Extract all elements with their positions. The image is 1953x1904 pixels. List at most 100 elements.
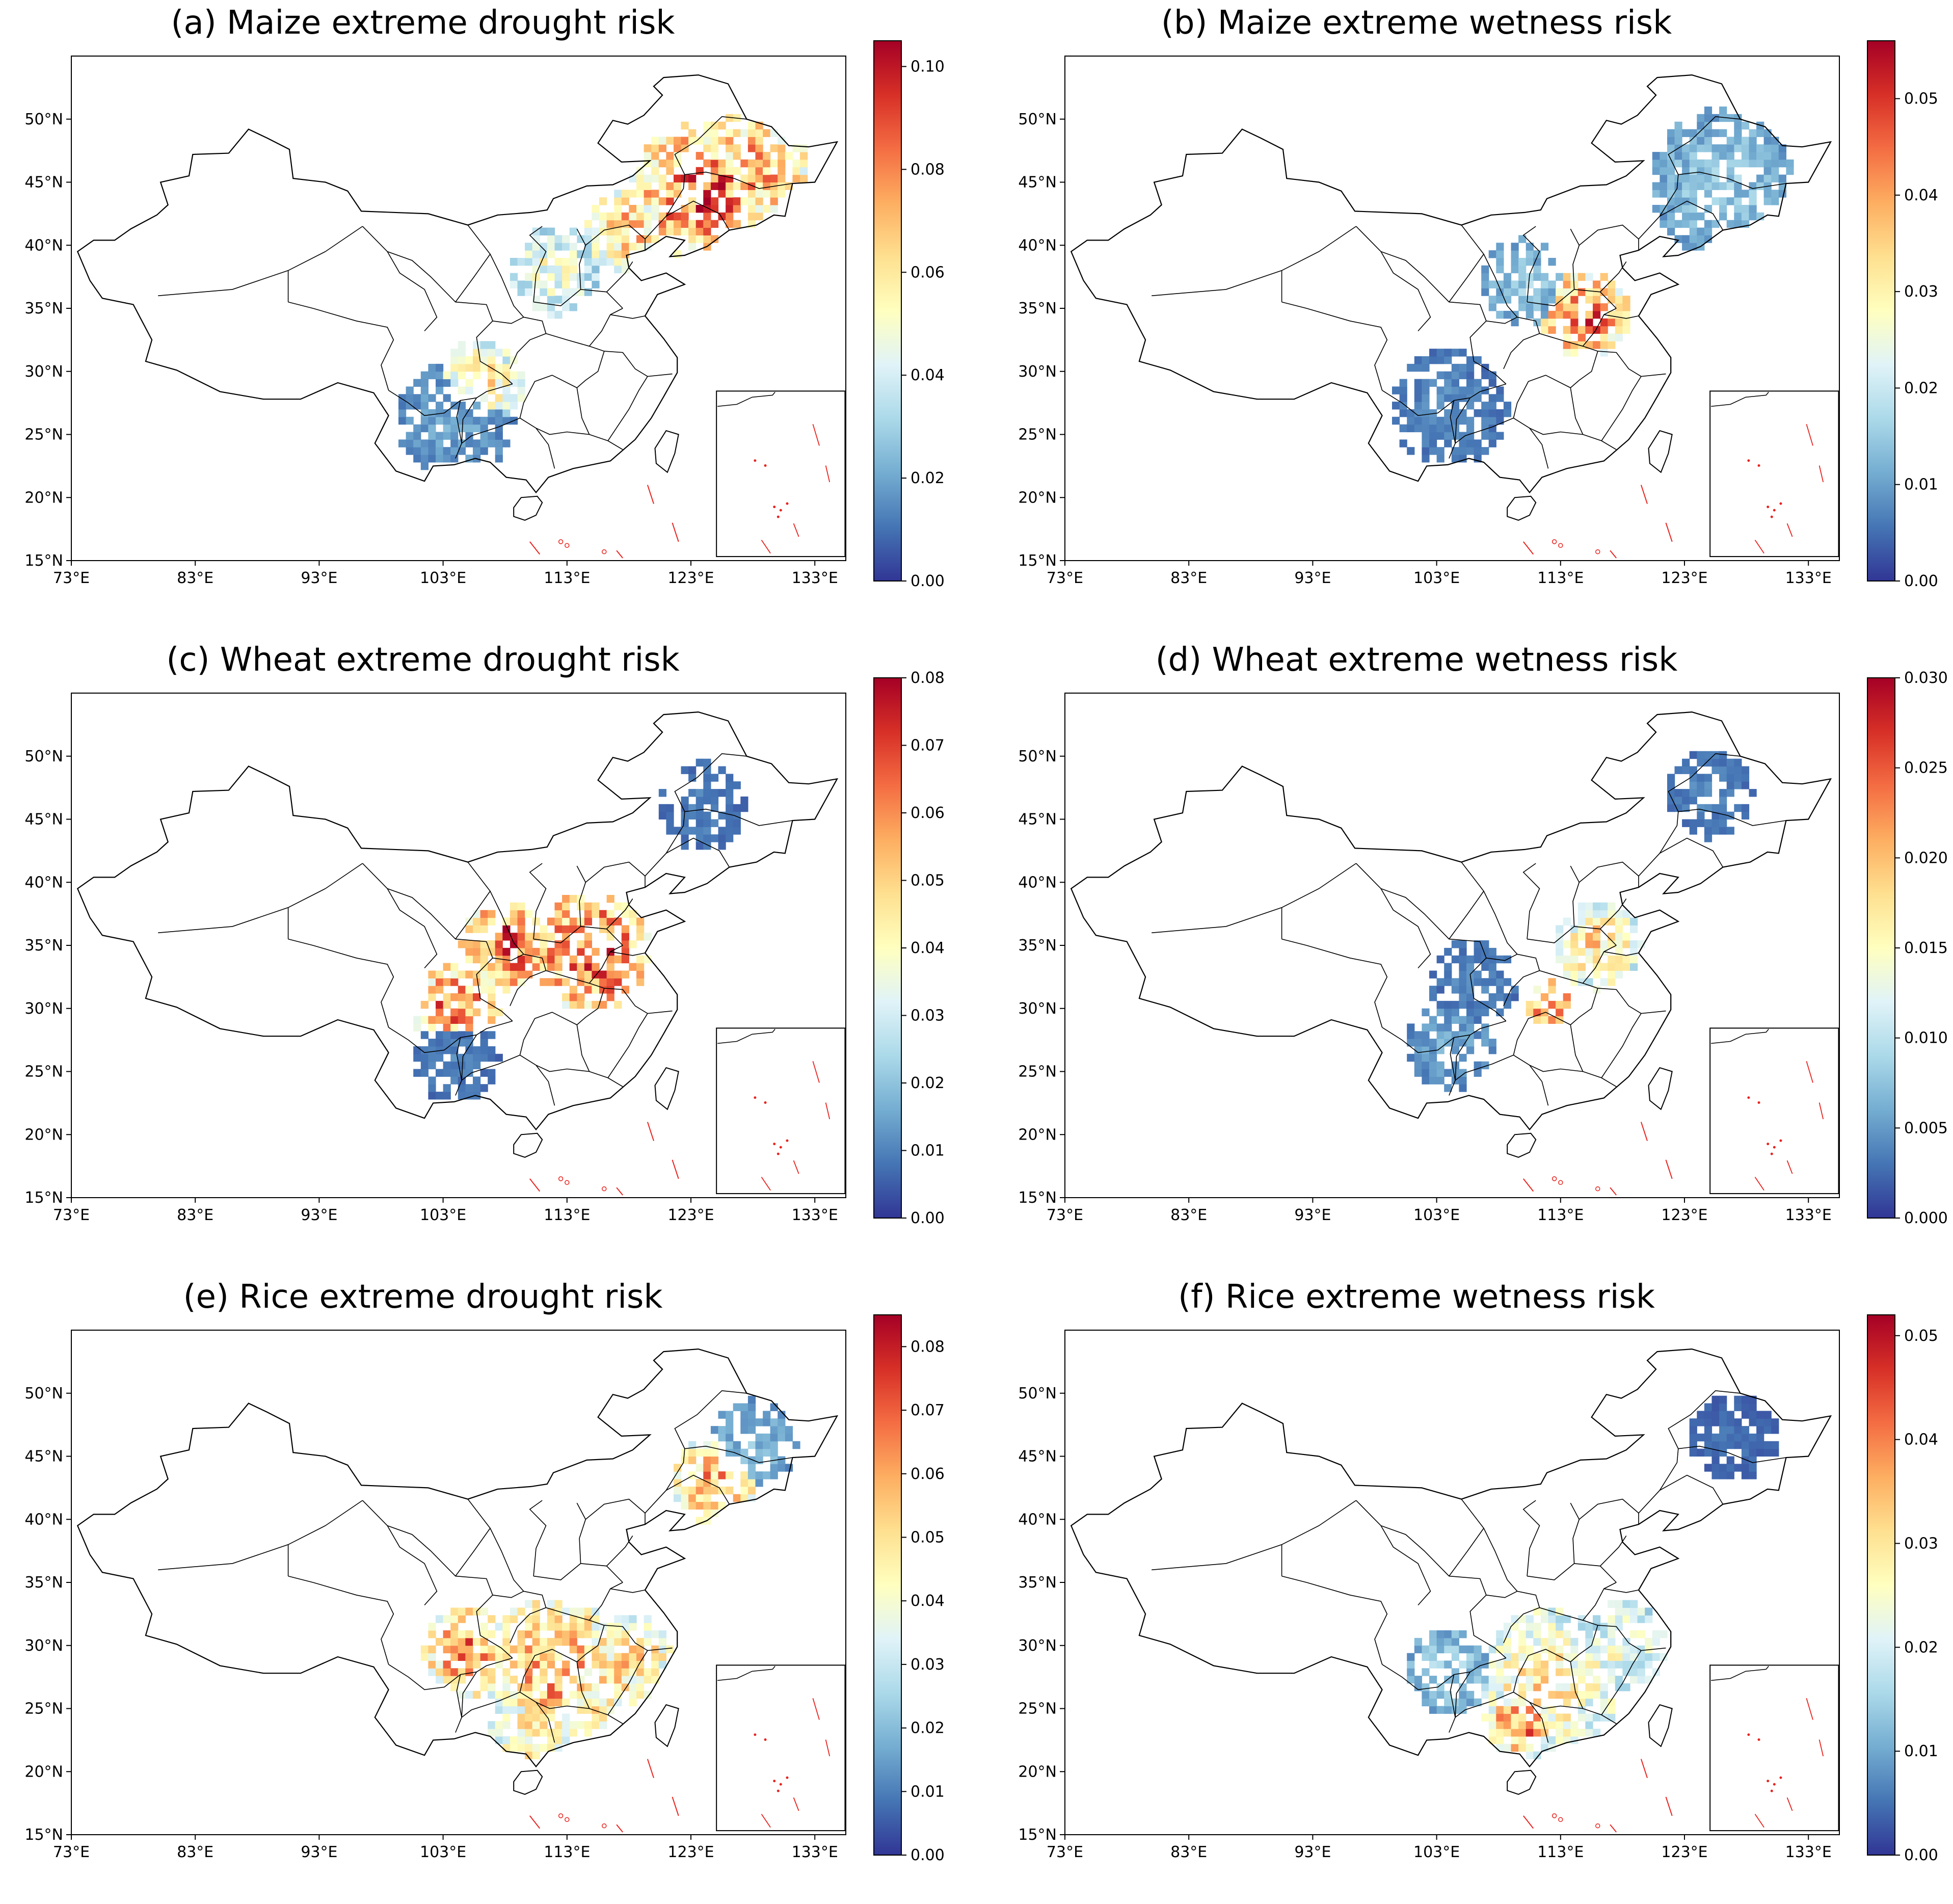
risk-cell [636,167,645,175]
risk-cell [443,1668,451,1676]
risk-cell [488,349,496,357]
risk-cell [1518,273,1527,281]
risk-cell [644,1630,652,1638]
risk-cell [488,1676,496,1684]
risk-cell [1593,1637,1601,1646]
risk-cell [718,121,726,130]
x-tick-label: 133°E [792,1206,838,1224]
risk-cell [1719,1441,1727,1449]
risk-cell [488,341,496,349]
risk-cell [1563,310,1571,319]
risk-cell [1734,197,1742,205]
china-outline [76,1348,839,1768]
risk-cell [703,1456,711,1464]
risk-cell [465,1653,473,1661]
risk-cell [755,144,763,152]
y-tick-label: 25°N [1018,1700,1057,1718]
risk-cell [510,1706,518,1714]
y-tick-label: 15°N [24,1189,63,1207]
risk-cell [1570,940,1579,948]
y-tick-label: 40°N [24,1511,63,1528]
risk-cell [1756,1433,1764,1442]
risk-cell [473,356,481,364]
risk-cell [658,227,666,235]
risk-cell [718,766,726,774]
x-tick-label: 123°E [667,569,714,587]
risk-cell [532,1706,540,1714]
risk-cell [450,1061,459,1070]
risk-cell [1526,1676,1534,1684]
risk-cell [718,190,726,198]
risk-cell [1734,1403,1742,1411]
risk-cell [1674,235,1682,243]
risk-cell [592,1713,600,1722]
risk-cell [636,1653,645,1661]
risk-cell [614,258,622,266]
risk-cell [726,137,734,145]
risk-cell [666,197,674,205]
risk-cell [577,947,585,956]
risk-cell [740,1494,748,1502]
risk-cell [1763,174,1772,182]
risk-cell [1689,751,1697,759]
risk-cell [480,955,488,964]
risk-cell [1451,1031,1459,1039]
risk-cell [554,940,563,948]
risk-cell [495,1736,503,1744]
risk-cell [1540,1637,1549,1646]
risk-cell [436,379,444,387]
risk-cell [1726,152,1734,160]
risk-cell [1689,137,1697,145]
risk-cell [1556,1668,1564,1676]
risk-cell [569,1690,577,1699]
risk-cell [636,917,645,925]
risk-cell [562,280,570,288]
risk-cell [1474,386,1482,394]
colorbar-tick-label: 0.02 [911,469,945,487]
risk-cell [674,1471,682,1479]
risk-cell [1704,834,1713,842]
colorbar-tick-label: 0.01 [1904,1742,1938,1760]
risk-cell [621,933,629,941]
risk-cell [1436,1061,1444,1070]
risk-cell [778,152,786,160]
risk-cell [1756,1426,1764,1434]
risk-cell [1451,1653,1459,1661]
x-tick-label: 83°E [1170,1206,1207,1224]
risk-cell [443,1637,451,1646]
risk-cell [674,144,682,152]
risk-cell [532,1615,540,1623]
risk-cell [1563,1630,1571,1638]
risk-cell [398,402,407,410]
risk-cell [1704,1433,1713,1442]
risk-cell [703,121,711,130]
risk-cell [465,416,473,425]
risk-cell [473,947,481,956]
risk-cell [1622,955,1630,964]
risk-cell [525,288,533,296]
risk-cell [428,1660,436,1669]
risk-cell [1481,432,1489,440]
risk-cell [1459,1053,1467,1062]
risk-cell [1711,144,1720,152]
inset-dash [812,1698,820,1720]
inset-dash [761,1177,771,1191]
province-boundary [1522,226,1540,302]
risk-cell [1615,1676,1623,1684]
risk-cell [465,1069,473,1077]
risk-cell [651,159,659,168]
risk-cell [1533,1653,1541,1661]
risk-cell [747,1441,756,1449]
risk-cell [1741,144,1750,152]
risk-cell [718,1471,726,1479]
risk-cell [1749,1471,1757,1479]
colorbar-tick-label: 0.02 [911,1074,945,1092]
risk-cell [1399,402,1407,410]
island-mark [558,539,564,544]
risk-cell [1429,379,1437,387]
risk-cell [547,250,555,258]
risk-cell [1444,1023,1452,1032]
inset-dash [761,540,771,554]
risk-cell [1496,1743,1504,1752]
risk-cell [502,1623,511,1631]
